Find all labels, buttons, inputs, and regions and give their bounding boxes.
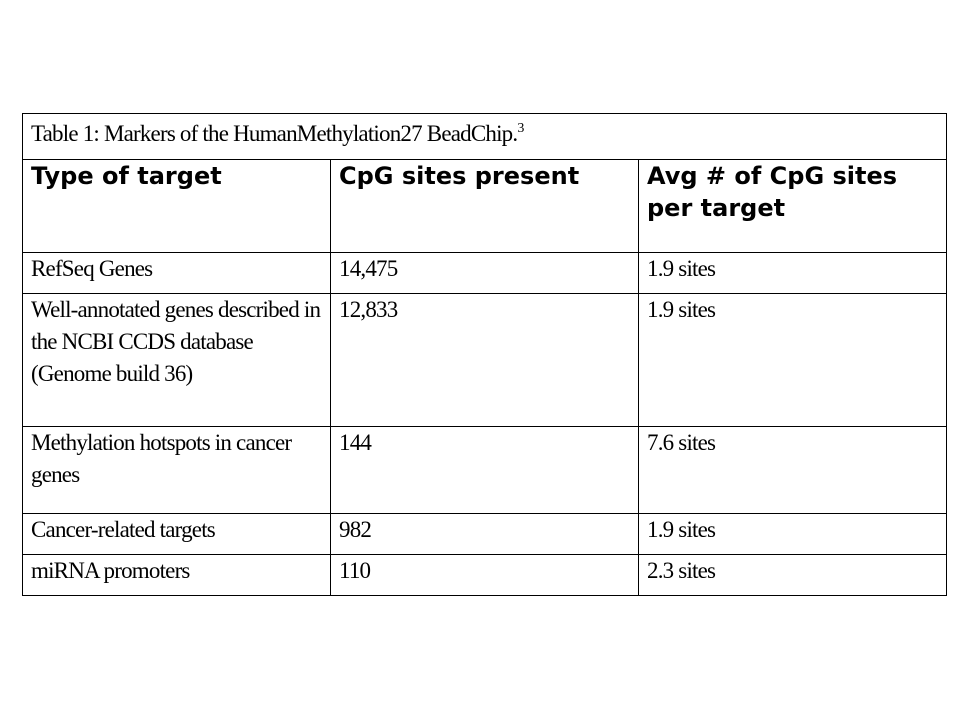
cell-target-type: miRNA promoters xyxy=(22,554,331,596)
table-row: Well-annotated genes described in the NC… xyxy=(22,293,948,427)
cell-target-type: Methylation hotspots in cancer genes xyxy=(22,426,331,514)
cell-avg-sites: 1.9 sites xyxy=(637,252,948,294)
cell-cpg-sites: 14,475 xyxy=(330,252,639,294)
header-avg-cpg-sites: Avg # of CpG sites per target xyxy=(637,159,948,253)
table-row: Cancer-related targets 982 1.9 sites xyxy=(22,513,948,555)
cell-avg-sites: 1.9 sites xyxy=(637,513,948,555)
header-type-of-target: Type of target xyxy=(22,159,331,253)
table-row: Methylation hotspots in cancer genes 144… xyxy=(22,426,948,514)
table-caption: Table 1: Markers of the HumanMethylation… xyxy=(21,113,948,160)
table-row: miRNA promoters 110 2.3 sites xyxy=(22,554,948,596)
cell-cpg-sites: 982 xyxy=(330,513,639,555)
table-row: RefSeq Genes 14,475 1.9 sites xyxy=(22,252,948,294)
markers-table: Table 1: Markers of the HumanMethylation… xyxy=(21,113,948,596)
caption-footnote-ref: 3 xyxy=(517,121,524,136)
header-cpg-sites-present: CpG sites present xyxy=(330,159,639,253)
cell-cpg-sites: 110 xyxy=(330,554,639,596)
cell-cpg-sites: 12,833 xyxy=(330,293,639,427)
cell-target-type: Cancer-related targets xyxy=(22,513,331,555)
cell-avg-sites: 1.9 sites xyxy=(637,293,948,427)
cell-avg-sites: 2.3 sites xyxy=(637,554,948,596)
cell-avg-sites: 7.6 sites xyxy=(637,426,948,514)
table-caption-text: Table 1: Markers of the HumanMethylation… xyxy=(31,121,518,146)
cell-cpg-sites: 144 xyxy=(330,426,639,514)
caption-row: Table 1: Markers of the HumanMethylation… xyxy=(21,113,948,160)
cell-target-type: Well-annotated genes described in the NC… xyxy=(22,293,331,427)
cell-target-type: RefSeq Genes xyxy=(22,252,331,294)
header-row: Type of target CpG sites present Avg # o… xyxy=(22,159,948,253)
